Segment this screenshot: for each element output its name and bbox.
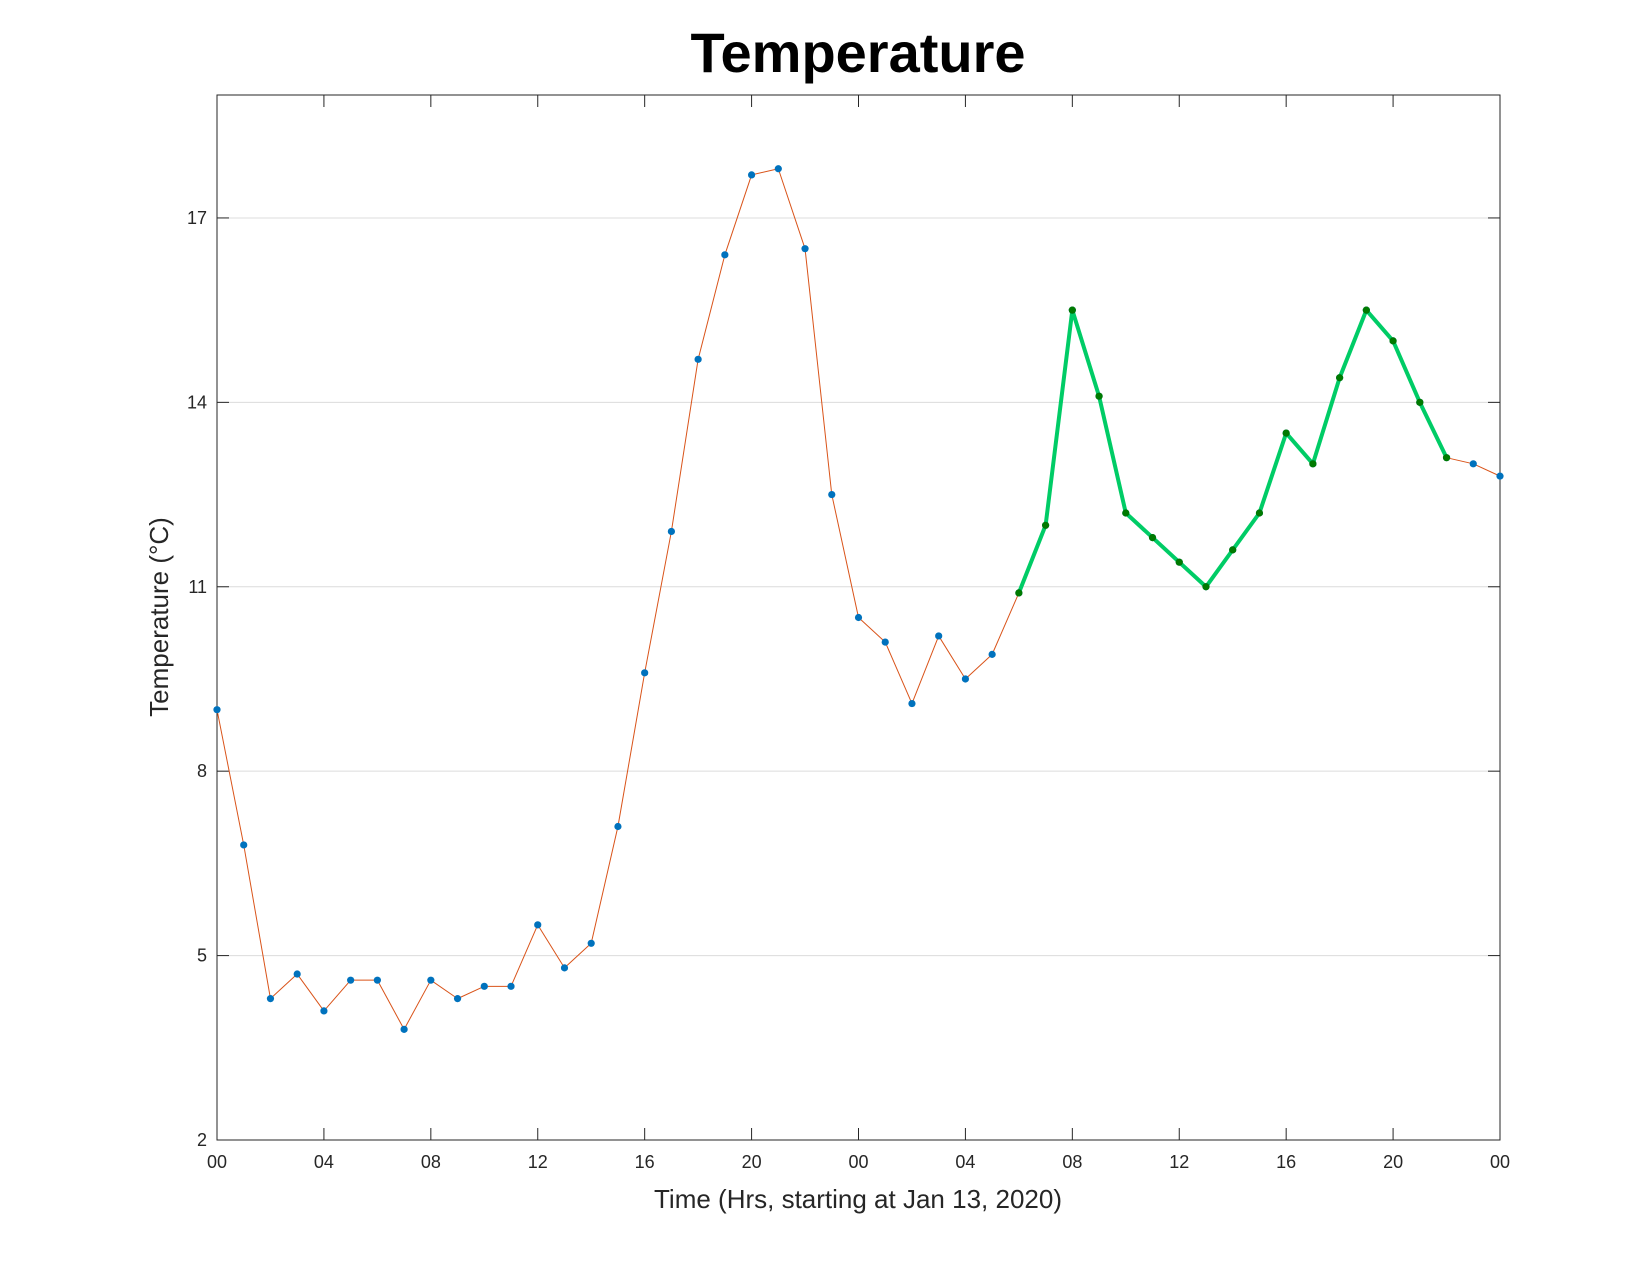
data-point	[801, 245, 809, 253]
data-point	[988, 650, 996, 658]
data-point	[774, 165, 782, 173]
data-point	[1068, 306, 1076, 314]
data-point	[1148, 533, 1157, 542]
x-tick-label: 00	[1490, 1152, 1510, 1172]
y-tick-label: 14	[187, 392, 207, 412]
data-point	[828, 490, 836, 499]
x-tick-label: 16	[1276, 1152, 1296, 1172]
x-tick-label: 16	[635, 1152, 655, 1172]
data-point	[1095, 392, 1103, 400]
plot-frame	[216, 94, 1501, 1141]
data-point	[1042, 521, 1050, 529]
x-tick-label: 04	[314, 1152, 334, 1172]
data-point	[347, 976, 355, 984]
data-point	[373, 976, 381, 984]
data-point	[1496, 472, 1504, 480]
data-point	[453, 995, 462, 1003]
x-axis-label: Time (Hrs, starting at Jan 13, 2020)	[654, 1184, 1062, 1214]
y-tick-label: 17	[187, 208, 207, 228]
data-point	[747, 171, 756, 179]
data-point	[694, 355, 702, 363]
data-point	[1202, 583, 1210, 591]
data-point	[1416, 398, 1424, 406]
data-point	[587, 939, 595, 947]
data-point	[1442, 454, 1451, 462]
data-point	[667, 527, 675, 536]
data-point	[614, 822, 622, 831]
y-tick-label: 11	[188, 577, 207, 597]
x-tick-label: 20	[1383, 1152, 1403, 1172]
data-point	[1015, 589, 1023, 597]
x-tick-label: 12	[528, 1152, 548, 1172]
y-axis-label: Temperature (°C)	[144, 517, 174, 717]
x-tick-label: 00	[207, 1152, 227, 1172]
data-point	[320, 1007, 328, 1015]
data-point	[641, 669, 649, 677]
x-tick-label: 00	[848, 1152, 868, 1172]
data-point	[1336, 374, 1344, 382]
x-tick-label: 04	[955, 1152, 975, 1172]
data-point	[1255, 509, 1264, 517]
data-point	[1389, 337, 1397, 345]
chart-title: Temperature	[690, 21, 1025, 84]
y-tick-label: 8	[197, 761, 207, 781]
y-tick-label: 5	[197, 946, 207, 966]
data-point	[213, 706, 221, 714]
data-point	[534, 921, 542, 929]
data-point	[507, 982, 515, 990]
x-tick-label: 08	[421, 1152, 441, 1172]
data-point	[1229, 546, 1237, 554]
data-point	[240, 841, 248, 849]
data-point	[1175, 558, 1183, 566]
data-point	[427, 976, 435, 984]
data-point	[1282, 429, 1290, 437]
data-point	[400, 1025, 408, 1033]
x-tick-label: 12	[1169, 1152, 1189, 1172]
y-tick-label: 2	[197, 1130, 207, 1150]
data-point	[721, 251, 729, 259]
data-point	[293, 970, 301, 978]
data-point	[1362, 306, 1370, 314]
data-point	[908, 699, 916, 708]
data-point	[1469, 460, 1477, 468]
data-point	[1309, 460, 1317, 468]
data-point	[560, 964, 569, 972]
x-tick-label: 08	[1062, 1152, 1082, 1172]
data-point	[854, 613, 863, 622]
data-line	[216, 168, 1501, 1030]
x-tick-label: 20	[742, 1152, 762, 1172]
data-point	[266, 995, 275, 1003]
data-point	[1122, 509, 1130, 517]
data-point	[961, 675, 970, 683]
data-point	[480, 982, 488, 990]
data-point	[881, 638, 889, 646]
data-point	[935, 632, 943, 640]
